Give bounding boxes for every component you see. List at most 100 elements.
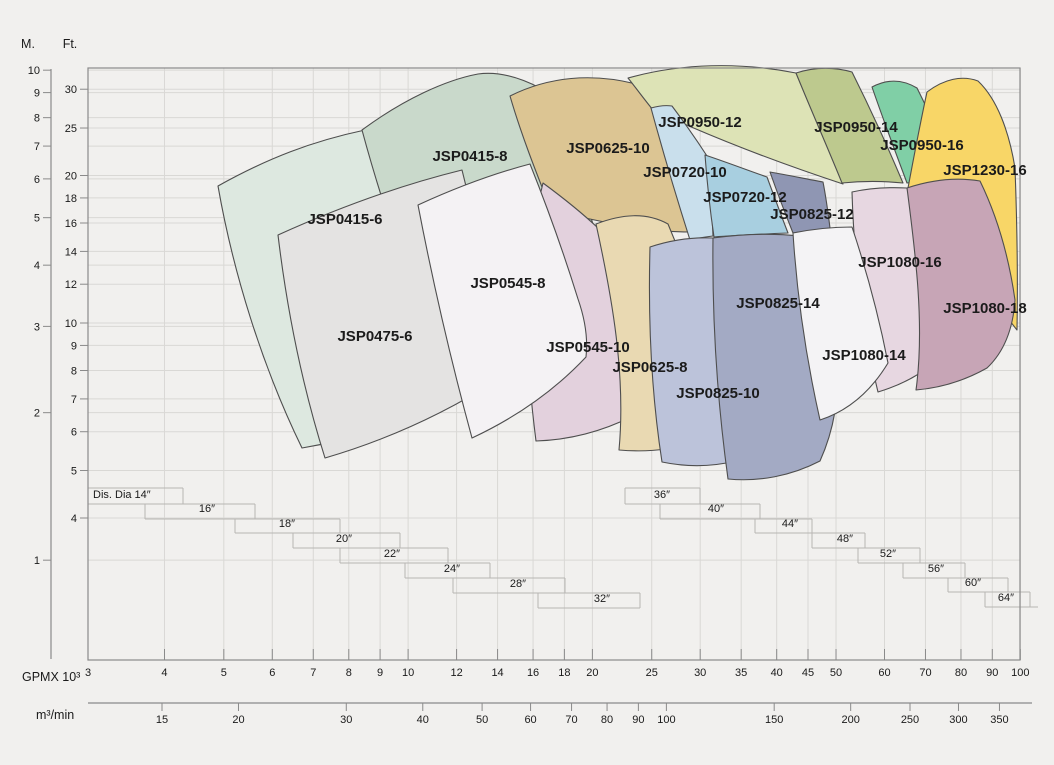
y-axis-m-tick-label: 8	[34, 113, 40, 125]
pump-region-label-jsp0545-8: JSP0545-8	[470, 275, 545, 292]
pump-region-jsp0720-12	[704, 154, 789, 238]
y-axis-m-tick-label: 4	[34, 260, 40, 272]
pump-region-label-jsp0720-10: JSP0720-10	[643, 164, 726, 181]
dia-step-label-left: 32″	[594, 593, 610, 605]
dia-step-label-left: 24″	[444, 563, 460, 575]
pump-region-jsp1080-14	[792, 226, 889, 421]
x-axis-m3min-tick-label: 20	[232, 714, 244, 726]
y-axis-ft-tick-label: 25	[65, 123, 77, 135]
y-axis-ft-tick-label: 4	[71, 513, 77, 525]
x-axis-m3min-tick-label: 80	[601, 714, 613, 726]
x-axis-m3min-tick-label: 90	[632, 714, 644, 726]
pump-region-label-jsp1230-16: JSP1230-16	[943, 162, 1026, 179]
y-axis-ft-tick-label: 10	[65, 318, 77, 330]
y-axis-m-tick-label: 1	[34, 555, 40, 567]
pump-region-label-jsp0415-8: JSP0415-8	[432, 148, 507, 165]
dia-step-label-left: 18″	[279, 518, 295, 530]
x-axis-gpm-title: GPMX 10³	[22, 670, 80, 684]
x-axis-gpm-tick-label: 90	[986, 667, 998, 679]
pump-envelope-layer	[217, 65, 1018, 481]
pump-region-label-jsp0475-6: JSP0475-6	[337, 328, 412, 345]
x-axis-gpm-tick-label: 20	[586, 667, 598, 679]
y-axis-m-tick-label: 6	[34, 174, 40, 186]
x-axis-m3min-tick-label: 300	[949, 714, 967, 726]
y-axis-m-tick-label: 2	[34, 408, 40, 420]
x-axis-m3min-tick-label: 200	[841, 714, 859, 726]
discharge-diameter-steps-layer: Dis. Dia 14″ 16″ 18″ 20″ 22″ 24″ 28″ 32″ 36″ 40″ 4…	[88, 487, 1038, 609]
x-axis-gpm-tick-label: 9	[377, 667, 383, 679]
dia-step-label-right: 40″	[708, 503, 724, 515]
x-axis-gpm-tick-label: 14	[491, 667, 503, 679]
dia-step-label-right: 36″	[654, 489, 670, 501]
pump-region-label-jsp0950-12: JSP0950-12	[658, 114, 741, 131]
y-axis-ft-tick-label: 8	[71, 365, 77, 377]
x-axis-gpm-tick-label: 4	[161, 667, 167, 679]
pump-region-label-jsp0720-12: JSP0720-12	[703, 189, 786, 206]
x-axis-m3min-tick-label: 70	[565, 714, 577, 726]
y-axis-m-title: M.	[21, 37, 35, 51]
x-axis-gpm-tick-label: 6	[269, 667, 275, 679]
dia-step-label-left: 22″	[384, 548, 400, 560]
y-axis-ft-tick-label: 9	[71, 340, 77, 352]
dia-step-label-right: 44″	[782, 518, 798, 530]
dia-step-label-right: 48″	[837, 533, 853, 545]
x-axis-m3min-tick-label: 100	[657, 714, 675, 726]
x-axis-m3min-tick-label: 40	[417, 714, 429, 726]
y-axis-ft-tick-label: 12	[65, 279, 77, 291]
x-axis-m3min-title: m³/min	[36, 708, 74, 722]
x-axis-gpm-tick-label: 3	[85, 667, 91, 679]
y-axis-m-tick-label: 7	[34, 141, 40, 153]
y-axis-m-tick-label: 10	[28, 65, 40, 77]
x-axis-gpm-tick-label: 30	[694, 667, 706, 679]
pump-region-label-jsp0950-16: JSP0950-16	[880, 137, 963, 154]
x-axis-gpm-tick-label: 16	[527, 667, 539, 679]
y-axis-ft-tick-label: 16	[65, 218, 77, 230]
y-axis-ft-title: Ft.	[63, 37, 78, 51]
pump-region-label-jsp0950-14: JSP0950-14	[814, 119, 898, 136]
y-axis-m-tick-label: 5	[34, 213, 40, 225]
pump-region-label-jsp0825-10: JSP0825-10	[676, 385, 759, 402]
x-axis-gpm-tick-label: 35	[735, 667, 747, 679]
dia-step-label-left: 16″	[199, 503, 215, 515]
x-axis-m3min-tick-label: 250	[901, 714, 919, 726]
x-axis-gpm-tick-label: 18	[558, 667, 570, 679]
pump-region-jsp0545-8	[417, 163, 588, 439]
x-axis-gpm-tick-label: 40	[771, 667, 783, 679]
x-axis-m3min-tick-label: 50	[476, 714, 488, 726]
dia-step-label-left: 28″	[510, 578, 526, 590]
x-axis-gpm-tick-label: 100	[1011, 667, 1029, 679]
plot-border	[87, 67, 1021, 661]
x-axis-gpm-tick-label: 10	[402, 667, 414, 679]
x-axis-gpm-tick-label: 70	[919, 667, 931, 679]
x-axis-gpm-tick-label: 8	[346, 667, 352, 679]
x-axis-gpm-tick-label: 45	[802, 667, 814, 679]
dia-step-label-right: 56″	[928, 563, 944, 575]
x-axis-gpm-tick-label: 80	[955, 667, 967, 679]
pump-region-label-jsp0825-12: JSP0825-12	[770, 206, 853, 223]
dia-step-label-right: 52″	[880, 548, 896, 560]
pump-region-label-jsp1080-14: JSP1080-14	[822, 347, 906, 364]
y-axis-ft-tick-label: 30	[65, 84, 77, 96]
x-axis-m3min-tick-label: 30	[340, 714, 352, 726]
pump-region-label-jsp0415-6: JSP0415-6	[307, 211, 382, 228]
pump-region-label-jsp0545-10: JSP0545-10	[546, 339, 629, 356]
y-axis-ft-tick-label: 18	[65, 193, 77, 205]
x-axis-gpm-tick-label: 50	[830, 667, 842, 679]
pump-label-layer: JSP0415-6 JSP0415-8 JSP0625-10 JSP0950-12 JS…	[307, 114, 1026, 402]
x-axis-m3min-tick-label: 150	[765, 714, 783, 726]
pump-region-jsp0950-14	[795, 67, 904, 184]
x-axis-m3min-tick-label: 350	[990, 714, 1008, 726]
y-axis-m-tick-label: 3	[34, 321, 40, 333]
y-axis-ft-tick-label: 6	[71, 427, 77, 439]
dia-step-label-right: 64″	[998, 592, 1014, 604]
y-axis-ft-tick-label: 7	[71, 394, 77, 406]
x-axis-gpm-tick-label: 5	[221, 667, 227, 679]
x-axis-gpm-tick-label: 12	[450, 667, 462, 679]
dia-step-label-left: Dis. Dia 14″	[93, 489, 151, 501]
x-axis-m3min-tick-label: 60	[524, 714, 536, 726]
pump-region-label-jsp0625-8: JSP0625-8	[612, 359, 687, 376]
dia-step-label-right: 60″	[965, 577, 981, 589]
dia-step-label-left: 20″	[336, 533, 352, 545]
